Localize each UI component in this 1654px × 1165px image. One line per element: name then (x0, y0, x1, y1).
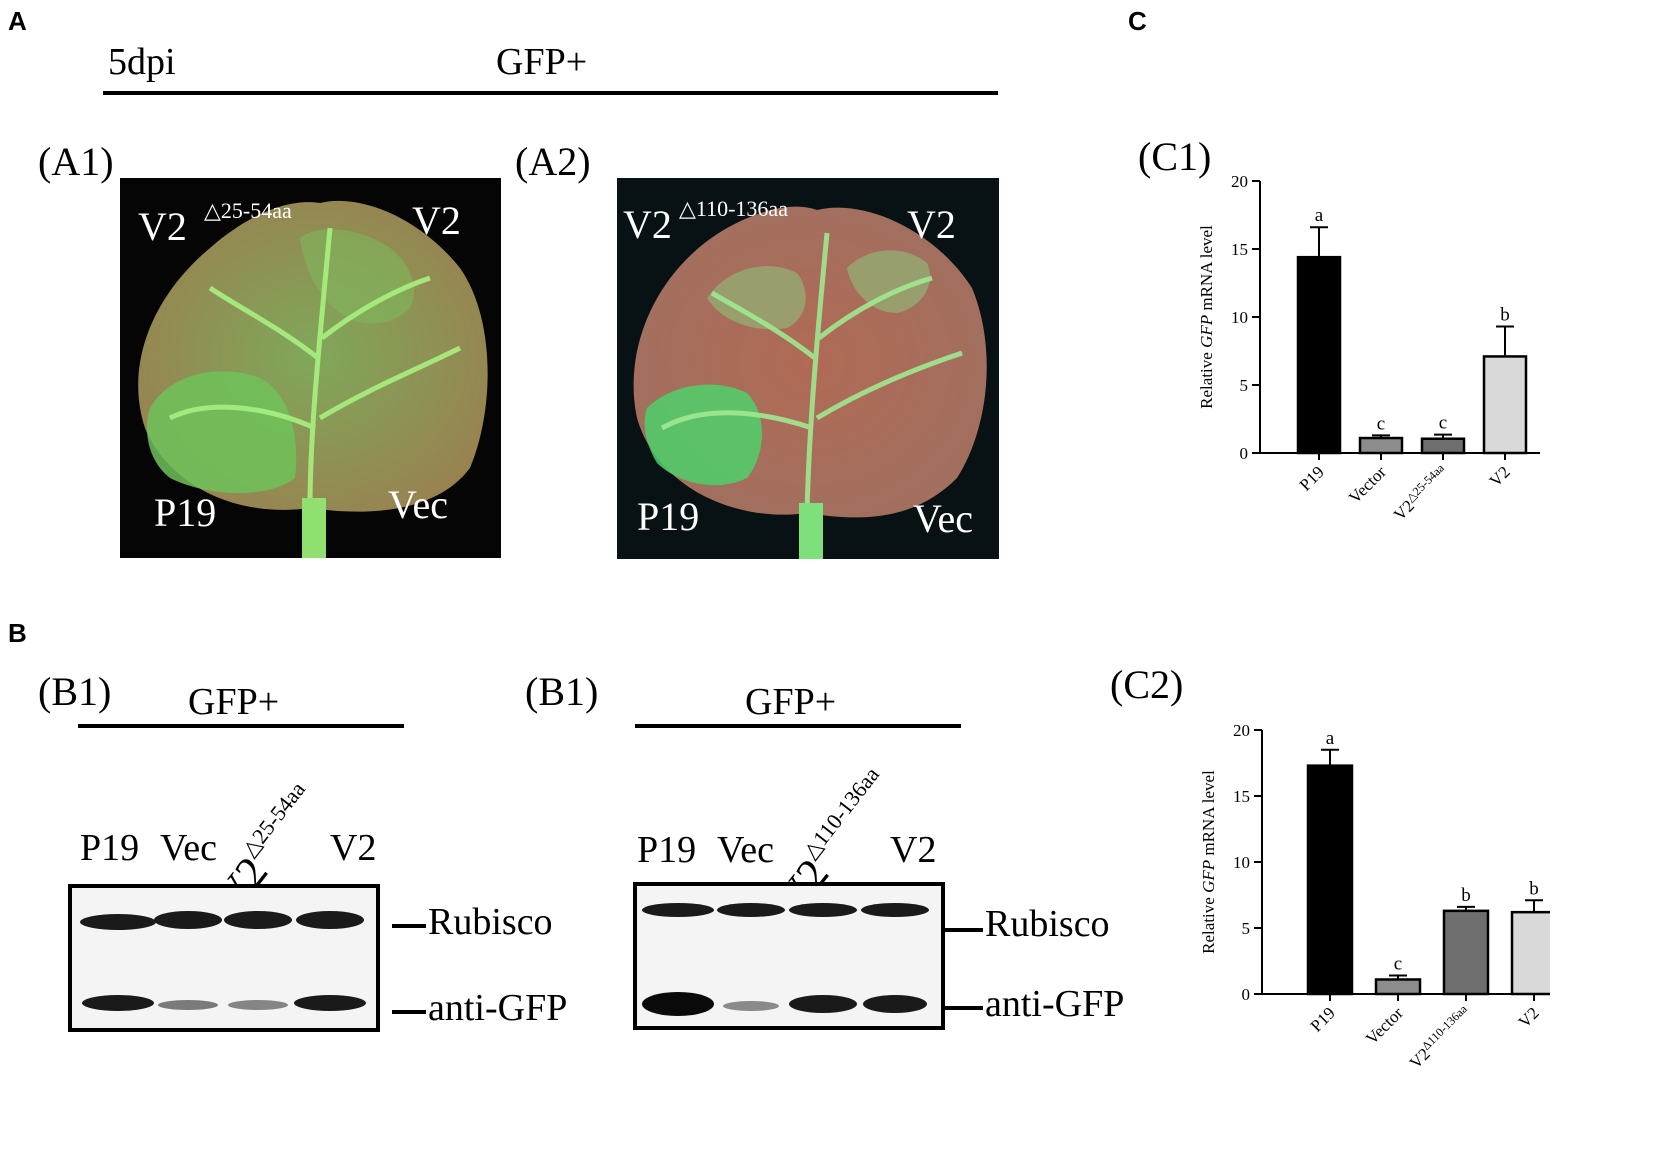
bar-1 (1296, 255, 1342, 455)
leaf2-label-tr: V2 (907, 202, 956, 247)
leaf1-label-tl: V2 (138, 204, 187, 249)
header-rule-b-right (635, 724, 961, 728)
band-label-gfp-left: anti-GFP (428, 987, 568, 1029)
leaf2-label-br: Vec (913, 496, 973, 541)
leaf1-label-tr: V2 (412, 198, 461, 243)
band-rubisco-lane3 (224, 911, 292, 929)
sublabel-a2: (A2) (515, 139, 591, 184)
leaf-image-a1: V2 △25-54aa V2 P19 Vec (120, 178, 501, 558)
x-tick-label-1: P19 (1296, 462, 1328, 494)
band-rubisco-lane1 (80, 914, 156, 930)
bar-4 (1510, 910, 1550, 996)
y-tick-label: 0 (1242, 985, 1251, 1004)
bar-1 (1306, 764, 1354, 996)
band-gfp-lane2 (158, 1000, 218, 1010)
y-axis-label: Relative GFP mRNA level (1197, 225, 1216, 409)
band-label-gfp-right: anti-GFP (985, 983, 1125, 1025)
western-blot-right (633, 882, 945, 1030)
sublabel-b-left: (B1) (38, 669, 112, 714)
panel-label-b: B (8, 618, 27, 648)
marker-tick-rubisco-right (945, 928, 983, 932)
lane-label-v2-right: V2 (890, 829, 937, 871)
y-tick-label: 5 (1242, 919, 1251, 938)
band-gfp-lane1 (82, 995, 154, 1011)
x-tick-label-4: V2 (1515, 1003, 1543, 1031)
band-rubisco-lane2 (717, 903, 785, 917)
y-tick-label: 5 (1240, 376, 1249, 395)
y-tick-label: 0 (1240, 444, 1249, 463)
band-gfp-lane1 (642, 992, 714, 1016)
lane-label-vec-right: Vec (717, 829, 774, 871)
timepoint-label: 5dpi (108, 41, 176, 83)
band-rubisco-lane4 (296, 911, 364, 929)
significance-letter-3: c (1439, 413, 1447, 434)
band-rubisco-lane3 (789, 903, 857, 917)
leaf-image-a2: V2 △110-136aa V2 P19 Vec (617, 178, 999, 559)
band-gfp-lane2 (723, 1001, 779, 1011)
western-blot-left (68, 884, 380, 1032)
marker-tick-rubisco-left (392, 924, 426, 928)
leaf1-label-br: Vec (388, 482, 448, 527)
condition-label-b-right: GFP+ (745, 681, 837, 723)
significance-letter-2: c (1394, 954, 1402, 975)
marker-tick-gfp-left (392, 1010, 426, 1014)
band-gfp-lane4 (294, 995, 366, 1011)
bar-4 (1482, 355, 1528, 455)
band-gfp-lane4 (863, 995, 927, 1013)
header-rule-a (103, 91, 998, 95)
significance-letter-2: c (1377, 413, 1385, 434)
y-tick-label: 15 (1233, 787, 1250, 806)
chart-panel-label: (C1) (1138, 134, 1211, 179)
y-tick-label: 15 (1231, 240, 1248, 259)
band-gfp-lane3 (789, 995, 857, 1013)
band-rubisco-lane4 (861, 903, 929, 917)
leaf2-label-tl-sup: △110-136aa (679, 196, 788, 221)
leaf1-label-bl: P19 (154, 490, 216, 535)
significance-letter-3: b (1461, 885, 1471, 906)
lane-label-p19-left: P19 (80, 827, 140, 869)
bar-chart-c2: (C2) 0 5 10 15 20 Relative GFP mRNA level a P19 c… (1110, 668, 1550, 1073)
significance-letter-4: b (1529, 878, 1539, 899)
bar-3 (1420, 437, 1466, 455)
chart-panel-label: (C2) (1110, 668, 1183, 707)
band-gfp-lane3 (228, 1000, 288, 1010)
y-tick-label: 10 (1233, 853, 1250, 872)
leaf1-label-tl-sup: △25-54aa (204, 198, 292, 223)
y-tick-label: 20 (1233, 721, 1250, 740)
lane-label-p19-right: P19 (637, 829, 697, 871)
x-tick-label-2: Vector (1345, 462, 1390, 507)
significance-letter-1: a (1315, 205, 1324, 226)
header-rule-b-left (78, 724, 404, 728)
band-rubisco-lane2 (154, 911, 222, 929)
y-axis-label: Relative GFP mRNA level (1199, 770, 1218, 954)
x-tick-label-4: V2 (1486, 462, 1514, 490)
bar-2 (1374, 978, 1422, 996)
bar-2 (1358, 436, 1404, 455)
lane-label-vec-left: Vec (160, 827, 217, 869)
band-rubisco-lane1 (642, 903, 714, 917)
y-tick-label: 20 (1231, 172, 1248, 191)
band-label-rubisco-right: Rubisco (985, 903, 1110, 945)
bar-3 (1442, 909, 1490, 996)
panel-label-c: C (1128, 6, 1147, 36)
x-tick-label-2: Vector (1362, 1003, 1407, 1048)
significance-letter-4: b (1500, 305, 1510, 326)
condition-label-a: GFP+ (496, 41, 588, 83)
panel-label-a: A (8, 6, 27, 36)
lane-label-v2-left: V2 (330, 827, 377, 869)
x-tick-label-1: P19 (1307, 1003, 1339, 1035)
x-tick-label-3: V2△25-54aa (1388, 461, 1452, 525)
y-tick-label: 10 (1231, 308, 1248, 327)
marker-tick-gfp-right (945, 1006, 983, 1010)
band-label-rubisco-left: Rubisco (428, 901, 553, 943)
leaf2-label-tl: V2 (623, 202, 672, 247)
sublabel-b-right: (B1) (525, 669, 599, 714)
sublabel-a1: (A1) (38, 139, 114, 184)
x-tick-label-3: V2Δ110-136aa (1404, 1002, 1475, 1073)
bar-chart-c1: (C1) 0 5 10 15 20 Relative GFP mRNA level a P19 c… (1138, 134, 1540, 525)
significance-letter-1: a (1326, 728, 1335, 749)
leaf2-label-bl: P19 (637, 494, 699, 539)
condition-label-b-left: GFP+ (188, 681, 280, 723)
